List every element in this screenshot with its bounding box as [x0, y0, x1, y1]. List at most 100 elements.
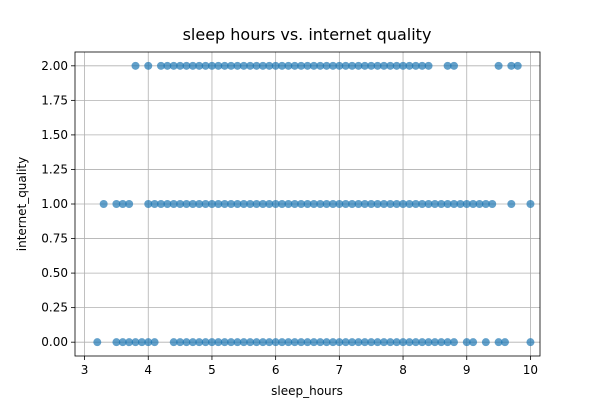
data-point: [99, 200, 108, 208]
y-tick-label: 1.50: [41, 128, 68, 142]
data-point: [227, 200, 236, 208]
data-point: [309, 61, 318, 70]
data-point: [354, 338, 363, 347]
data-point: [112, 200, 121, 208]
data-point: [328, 200, 337, 208]
data-point: [328, 61, 337, 70]
data-point: [150, 338, 159, 347]
data-point: [392, 61, 401, 70]
data-point: [424, 338, 433, 347]
chart-title: sleep hours vs. internet quality: [183, 25, 432, 44]
data-point: [131, 61, 140, 70]
data-point: [507, 61, 516, 70]
data-point: [450, 200, 459, 208]
x-tick-label: 10: [523, 363, 538, 377]
data-points: [93, 61, 535, 347]
data-point: [233, 338, 242, 347]
data-point: [182, 338, 191, 347]
x-tick-label: 7: [336, 363, 344, 377]
data-point: [271, 61, 280, 70]
y-tick-label: 0.50: [41, 266, 68, 280]
data-point: [335, 200, 344, 208]
data-point: [386, 61, 395, 70]
data-point: [284, 200, 293, 208]
data-point: [335, 61, 344, 70]
data-point: [176, 200, 185, 208]
x-axis-label: sleep_hours: [271, 384, 343, 398]
data-point: [418, 338, 427, 347]
data-point: [144, 200, 153, 208]
data-point: [373, 338, 382, 347]
data-point: [494, 338, 503, 347]
data-point: [239, 61, 248, 70]
data-point: [246, 200, 255, 208]
data-point: [290, 61, 299, 70]
data-point: [462, 338, 471, 347]
data-point: [227, 61, 236, 70]
data-point: [405, 338, 414, 347]
data-point: [246, 338, 255, 347]
data-point: [195, 200, 204, 208]
data-point: [303, 61, 312, 70]
data-point: [322, 338, 331, 347]
data-point: [309, 338, 318, 347]
data-point: [322, 200, 331, 208]
data-point: [367, 61, 376, 70]
x-tick-label: 3: [81, 363, 89, 377]
data-point: [341, 338, 350, 347]
data-point: [137, 338, 146, 347]
data-point: [513, 61, 522, 70]
data-point: [265, 338, 274, 347]
data-point: [278, 200, 287, 208]
data-point: [284, 61, 293, 70]
data-point: [278, 61, 287, 70]
data-point: [207, 338, 216, 347]
data-point: [443, 61, 452, 70]
data-point: [360, 200, 369, 208]
data-point: [399, 61, 408, 70]
data-point: [297, 61, 306, 70]
data-point: [201, 61, 210, 70]
data-point: [214, 200, 223, 208]
data-point: [469, 200, 478, 208]
data-point: [265, 200, 274, 208]
data-point: [93, 338, 102, 347]
x-tick-label: 5: [208, 363, 216, 377]
data-point: [252, 200, 261, 208]
data-point: [379, 338, 388, 347]
data-point: [322, 61, 331, 70]
y-tick-label: 1.25: [41, 162, 68, 176]
data-point: [411, 200, 420, 208]
data-point: [373, 61, 382, 70]
data-point: [399, 200, 408, 208]
data-point: [195, 338, 204, 347]
data-point: [411, 61, 420, 70]
data-point: [201, 338, 210, 347]
data-point: [118, 338, 127, 347]
data-point: [430, 200, 439, 208]
data-point: [411, 338, 420, 347]
data-point: [207, 200, 216, 208]
data-point: [303, 338, 312, 347]
data-point: [131, 338, 140, 347]
data-point: [386, 338, 395, 347]
data-point: [309, 200, 318, 208]
data-point: [328, 338, 337, 347]
data-point: [399, 338, 408, 347]
data-point: [220, 61, 229, 70]
data-point: [169, 61, 178, 70]
data-point: [526, 338, 535, 347]
data-point: [271, 200, 280, 208]
data-point: [144, 338, 153, 347]
data-point: [437, 338, 446, 347]
data-point: [156, 200, 165, 208]
data-point: [341, 200, 350, 208]
data-point: [125, 200, 134, 208]
data-point: [265, 61, 274, 70]
data-point: [144, 61, 153, 70]
data-point: [405, 200, 414, 208]
data-point: [278, 338, 287, 347]
data-point: [112, 338, 121, 347]
x-tick-label: 4: [144, 363, 152, 377]
